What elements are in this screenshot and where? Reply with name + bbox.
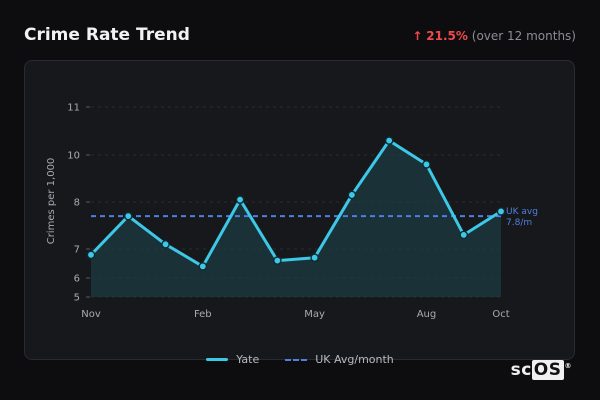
chart-legend: Yate UK Avg/month	[0, 353, 600, 366]
data-point	[161, 239, 170, 249]
data-point	[273, 256, 282, 265]
data-point	[496, 207, 506, 216]
y-tick-label: 10	[67, 151, 80, 162]
legend-label-uk-avg: UK Avg/month	[315, 353, 394, 366]
data-point	[384, 136, 394, 145]
legend-item-yate[interactable]: Yate	[206, 353, 259, 366]
change-note: (over 12 months)	[471, 29, 576, 43]
data-point	[123, 211, 133, 221]
y-tick-label: 7	[74, 245, 80, 256]
y-tick-label: 6	[74, 274, 80, 285]
x-tick-label: Aug	[417, 309, 437, 320]
legend-label-yate: Yate	[236, 353, 260, 366]
series-area-yate	[91, 140, 501, 297]
chart-card	[24, 60, 575, 360]
change-percent: 21.5%	[426, 29, 468, 43]
x-tick-label: Feb	[194, 309, 212, 320]
data-point	[198, 262, 208, 271]
y-tick-label: 8	[74, 198, 80, 209]
data-point	[459, 230, 469, 240]
change-indicator: ↑ 21.5% (over 12 months)	[412, 29, 576, 43]
y-tick-label: 5	[74, 293, 80, 304]
x-tick-label: Nov	[81, 309, 101, 320]
data-point	[310, 253, 319, 263]
brand-logo: sc OS ®	[510, 360, 572, 380]
y-tick-label: 11	[67, 103, 80, 114]
uk-average-value-label: 7.8/m	[506, 218, 532, 228]
x-tick-label: May	[304, 309, 325, 320]
x-tick-label: Oct	[492, 309, 509, 320]
y-axis-label: Crimes per 1,000	[46, 158, 57, 245]
data-point	[235, 195, 245, 204]
page-title: Crime Rate Trend	[24, 25, 190, 45]
legend-item-uk-avg[interactable]: UK Avg/month	[285, 353, 394, 366]
series-line-yate	[89, 139, 503, 268]
data-point	[86, 250, 96, 260]
data-point	[422, 160, 431, 169]
legend-swatch-dashed	[285, 358, 308, 361]
trend-up-icon: ↑	[412, 29, 423, 43]
legend-swatch-line	[206, 358, 229, 361]
uk-average-label: UK avg	[506, 207, 538, 217]
data-point	[347, 190, 357, 200]
